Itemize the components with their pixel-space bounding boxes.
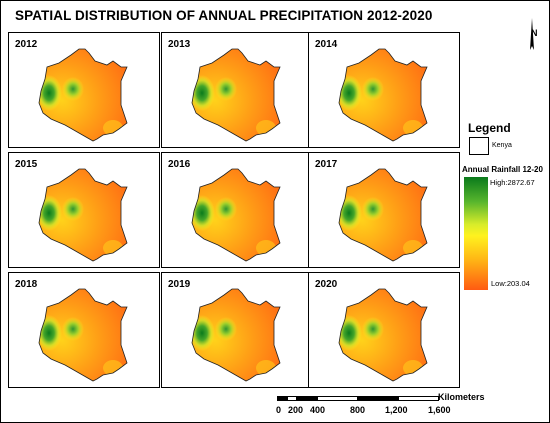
legend-ramp-title: Annual Rainfall 12-20	[462, 165, 543, 174]
rainfall-color-ramp	[464, 177, 488, 290]
map-panel-2017: 2017	[308, 152, 460, 268]
map-panel-2015: 2015	[8, 152, 160, 268]
north-arrow-icon	[530, 18, 534, 50]
scale-bar	[277, 396, 439, 401]
scale-tick-label: 1,600	[428, 405, 451, 415]
scale-tick-label: 1,200	[385, 405, 408, 415]
panel-year: 2016	[168, 159, 191, 170]
kenya-rainfall-map	[191, 48, 281, 142]
panel-year: 2018	[15, 279, 38, 290]
map-panel-2020: 2020	[308, 272, 460, 388]
kenya-rainfall-map	[38, 48, 128, 142]
map-panel-2014: 2014	[308, 32, 460, 148]
kenya-rainfall-map	[338, 168, 428, 262]
kenya-rainfall-map	[338, 48, 428, 142]
map-panel-2012: 2012	[8, 32, 160, 148]
panel-year: 2019	[168, 279, 191, 290]
scale-units-label: Kilometers	[438, 392, 485, 402]
kenya-rainfall-map	[191, 168, 281, 262]
map-panel-2018: 2018	[8, 272, 160, 388]
legend-boundary-label: Kenya	[492, 142, 512, 149]
panel-year: 2017	[315, 159, 338, 170]
map-panel-2016: 2016	[161, 152, 313, 268]
panel-year: 2012	[15, 39, 38, 50]
kenya-rainfall-map	[38, 288, 128, 382]
panel-year: 2015	[15, 159, 38, 170]
ramp-low-label: Low:203.04	[491, 279, 530, 288]
scale-tick-label: 400	[310, 405, 326, 415]
panel-year: 2020	[315, 279, 338, 290]
north-label: N	[531, 28, 538, 38]
kenya-rainfall-map	[338, 288, 428, 382]
legend-title: Legend	[468, 121, 511, 135]
panel-year: 2013	[168, 39, 191, 50]
scale-tick-label: 0	[276, 405, 282, 415]
kenya-rainfall-map	[38, 168, 128, 262]
map-panel-2019: 2019	[161, 272, 313, 388]
legend-boundary-swatch	[469, 137, 489, 155]
kenya-rainfall-map	[191, 288, 281, 382]
scale-tick-label: 200	[288, 405, 304, 415]
panel-year: 2014	[315, 39, 338, 50]
ramp-high-label: High:2872.67	[490, 178, 535, 187]
scale-tick-label: 800	[350, 405, 366, 415]
map-panel-2013: 2013	[161, 32, 313, 148]
map-title: SPATIAL DISTRIBUTION OF ANNUAL PRECIPITA…	[15, 8, 433, 23]
